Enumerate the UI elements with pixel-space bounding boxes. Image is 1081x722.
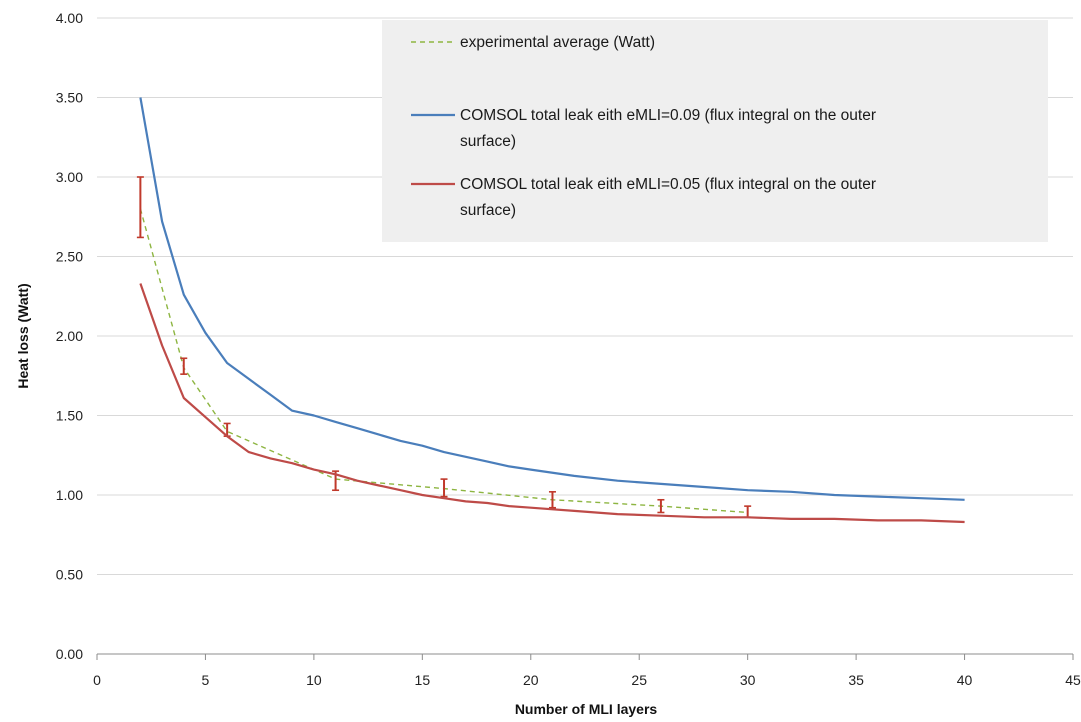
x-tick-label: 15 [415,672,431,688]
error-bar [440,478,448,498]
error-bar [136,176,144,239]
series-line [139,97,965,501]
y-tick-label: 3.00 [56,169,83,185]
x-tick-label: 30 [740,672,756,688]
plot-area [136,97,965,524]
y-axis-title: Heat loss (Watt) [15,283,31,388]
y-tick-label: 1.00 [56,487,83,503]
x-tick-label: 5 [202,672,210,688]
legend-box [382,20,1048,242]
series-1 [136,176,752,519]
x-tick-label: 0 [93,672,101,688]
axes: 0.00 0.50 1.00 1.50 2.00 2.50 3.00 3.50 4.00 0 5 10… [56,10,1081,688]
y-tick-label: 2.50 [56,249,83,265]
x-tick-label: 40 [957,672,973,688]
series-3 [139,283,965,524]
y-tick-label: 4.00 [56,10,83,26]
error-bar [548,491,556,509]
series-line [139,208,748,514]
y-tick-label: 1.50 [56,408,83,424]
legend-label-2: COMSOL total leak eith eMLI=0.09 (flux i… [460,107,876,150]
y-tick-label: 0.50 [56,567,83,583]
x-tick-label: 20 [523,672,539,688]
legend-label-line: COMSOL total leak eith eMLI=0.09 (flux i… [460,107,876,124]
legend-label-line: COMSOL total leak eith eMLI=0.05 (flux i… [460,176,876,193]
y-tick-label: 3.50 [56,90,83,106]
x-tick-label: 25 [631,672,647,688]
legend: experimental average (Watt) COMSOL total … [382,20,1048,242]
legend-label-line: experimental average (Watt) [460,34,655,51]
error-bar [744,505,752,519]
legend-label-3: COMSOL total leak eith eMLI=0.05 (flux i… [460,176,876,219]
x-tick-label: 35 [848,672,864,688]
legend-label-1: experimental average (Watt) [460,34,655,51]
y-tick-label: 2.00 [56,328,83,344]
legend-label-line: surface) [460,202,516,219]
error-bar [657,498,665,514]
series-line [139,283,965,524]
legend-label-line: surface) [460,133,516,150]
x-axis-title: Number of MLI layers [515,701,658,717]
y-tick-label: 0.00 [56,646,83,662]
series-2 [139,97,965,501]
x-tick-label: 10 [306,672,322,688]
x-tick-label: 45 [1065,672,1081,688]
error-bar [180,357,188,375]
